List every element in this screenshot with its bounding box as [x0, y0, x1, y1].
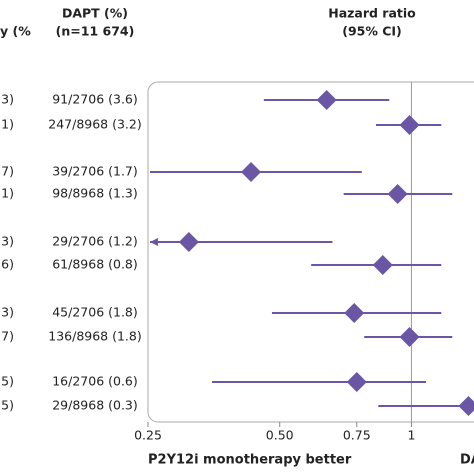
x-tick-label: 1 [407, 428, 415, 443]
dapt-cell: 29/2706 (1.2) [52, 234, 138, 249]
hr-marker [178, 232, 199, 252]
hr-marker [399, 115, 420, 135]
hr-marker [241, 162, 262, 182]
left-cell: .1) [0, 186, 14, 201]
chart-title: Hazard ratio [328, 6, 416, 21]
left-cell: .5) [0, 398, 14, 413]
x-tick-label: 0.25 [134, 428, 162, 443]
left-cell: .1) [0, 117, 14, 132]
dapt-cell: 39/2706 (1.7) [52, 164, 138, 179]
column-subheader: (n=11 674) [56, 24, 135, 39]
left-cell: .7) [0, 329, 14, 344]
dapt-cell: 91/2706 (3.6) [52, 92, 138, 107]
column-header: DAPT (%) [62, 6, 128, 21]
favours-left: P2Y12i monotherapy better [148, 453, 352, 468]
hr-marker [458, 396, 474, 416]
dapt-cell: 16/2706 (0.6) [52, 374, 138, 389]
dapt-cell: 136/8968 (1.8) [48, 329, 142, 344]
hr-marker [344, 303, 365, 323]
left-header: y (% [0, 24, 31, 39]
left-cell: .3) [0, 305, 14, 320]
hr-marker [372, 255, 393, 275]
dapt-cell: 247/8968 (3.2) [48, 117, 142, 132]
dapt-cell: 45/2706 (1.8) [52, 305, 138, 320]
chart-subtitle: (95% CI) [342, 24, 402, 39]
left-cell: .5) [0, 374, 14, 389]
hr-marker [316, 90, 337, 110]
left-cell: .3) [0, 92, 14, 107]
x-tick-label: 0.50 [266, 428, 294, 443]
dapt-cell: 98/8968 (1.3) [52, 186, 138, 201]
ci-arrow [150, 238, 158, 246]
dapt-cell: 61/8968 (0.8) [52, 257, 138, 272]
hr-marker [399, 327, 420, 347]
left-cell: .7) [0, 164, 14, 179]
plot-frame [147, 81, 474, 423]
x-tick-label: 0.75 [343, 428, 371, 443]
favours-right: DA [460, 453, 474, 468]
hr-marker [346, 372, 367, 392]
left-cell: 3) [1, 234, 14, 249]
hr-marker [387, 184, 408, 204]
left-cell: .6) [0, 257, 14, 272]
dapt-cell: 29/8968 (0.3) [52, 398, 138, 413]
